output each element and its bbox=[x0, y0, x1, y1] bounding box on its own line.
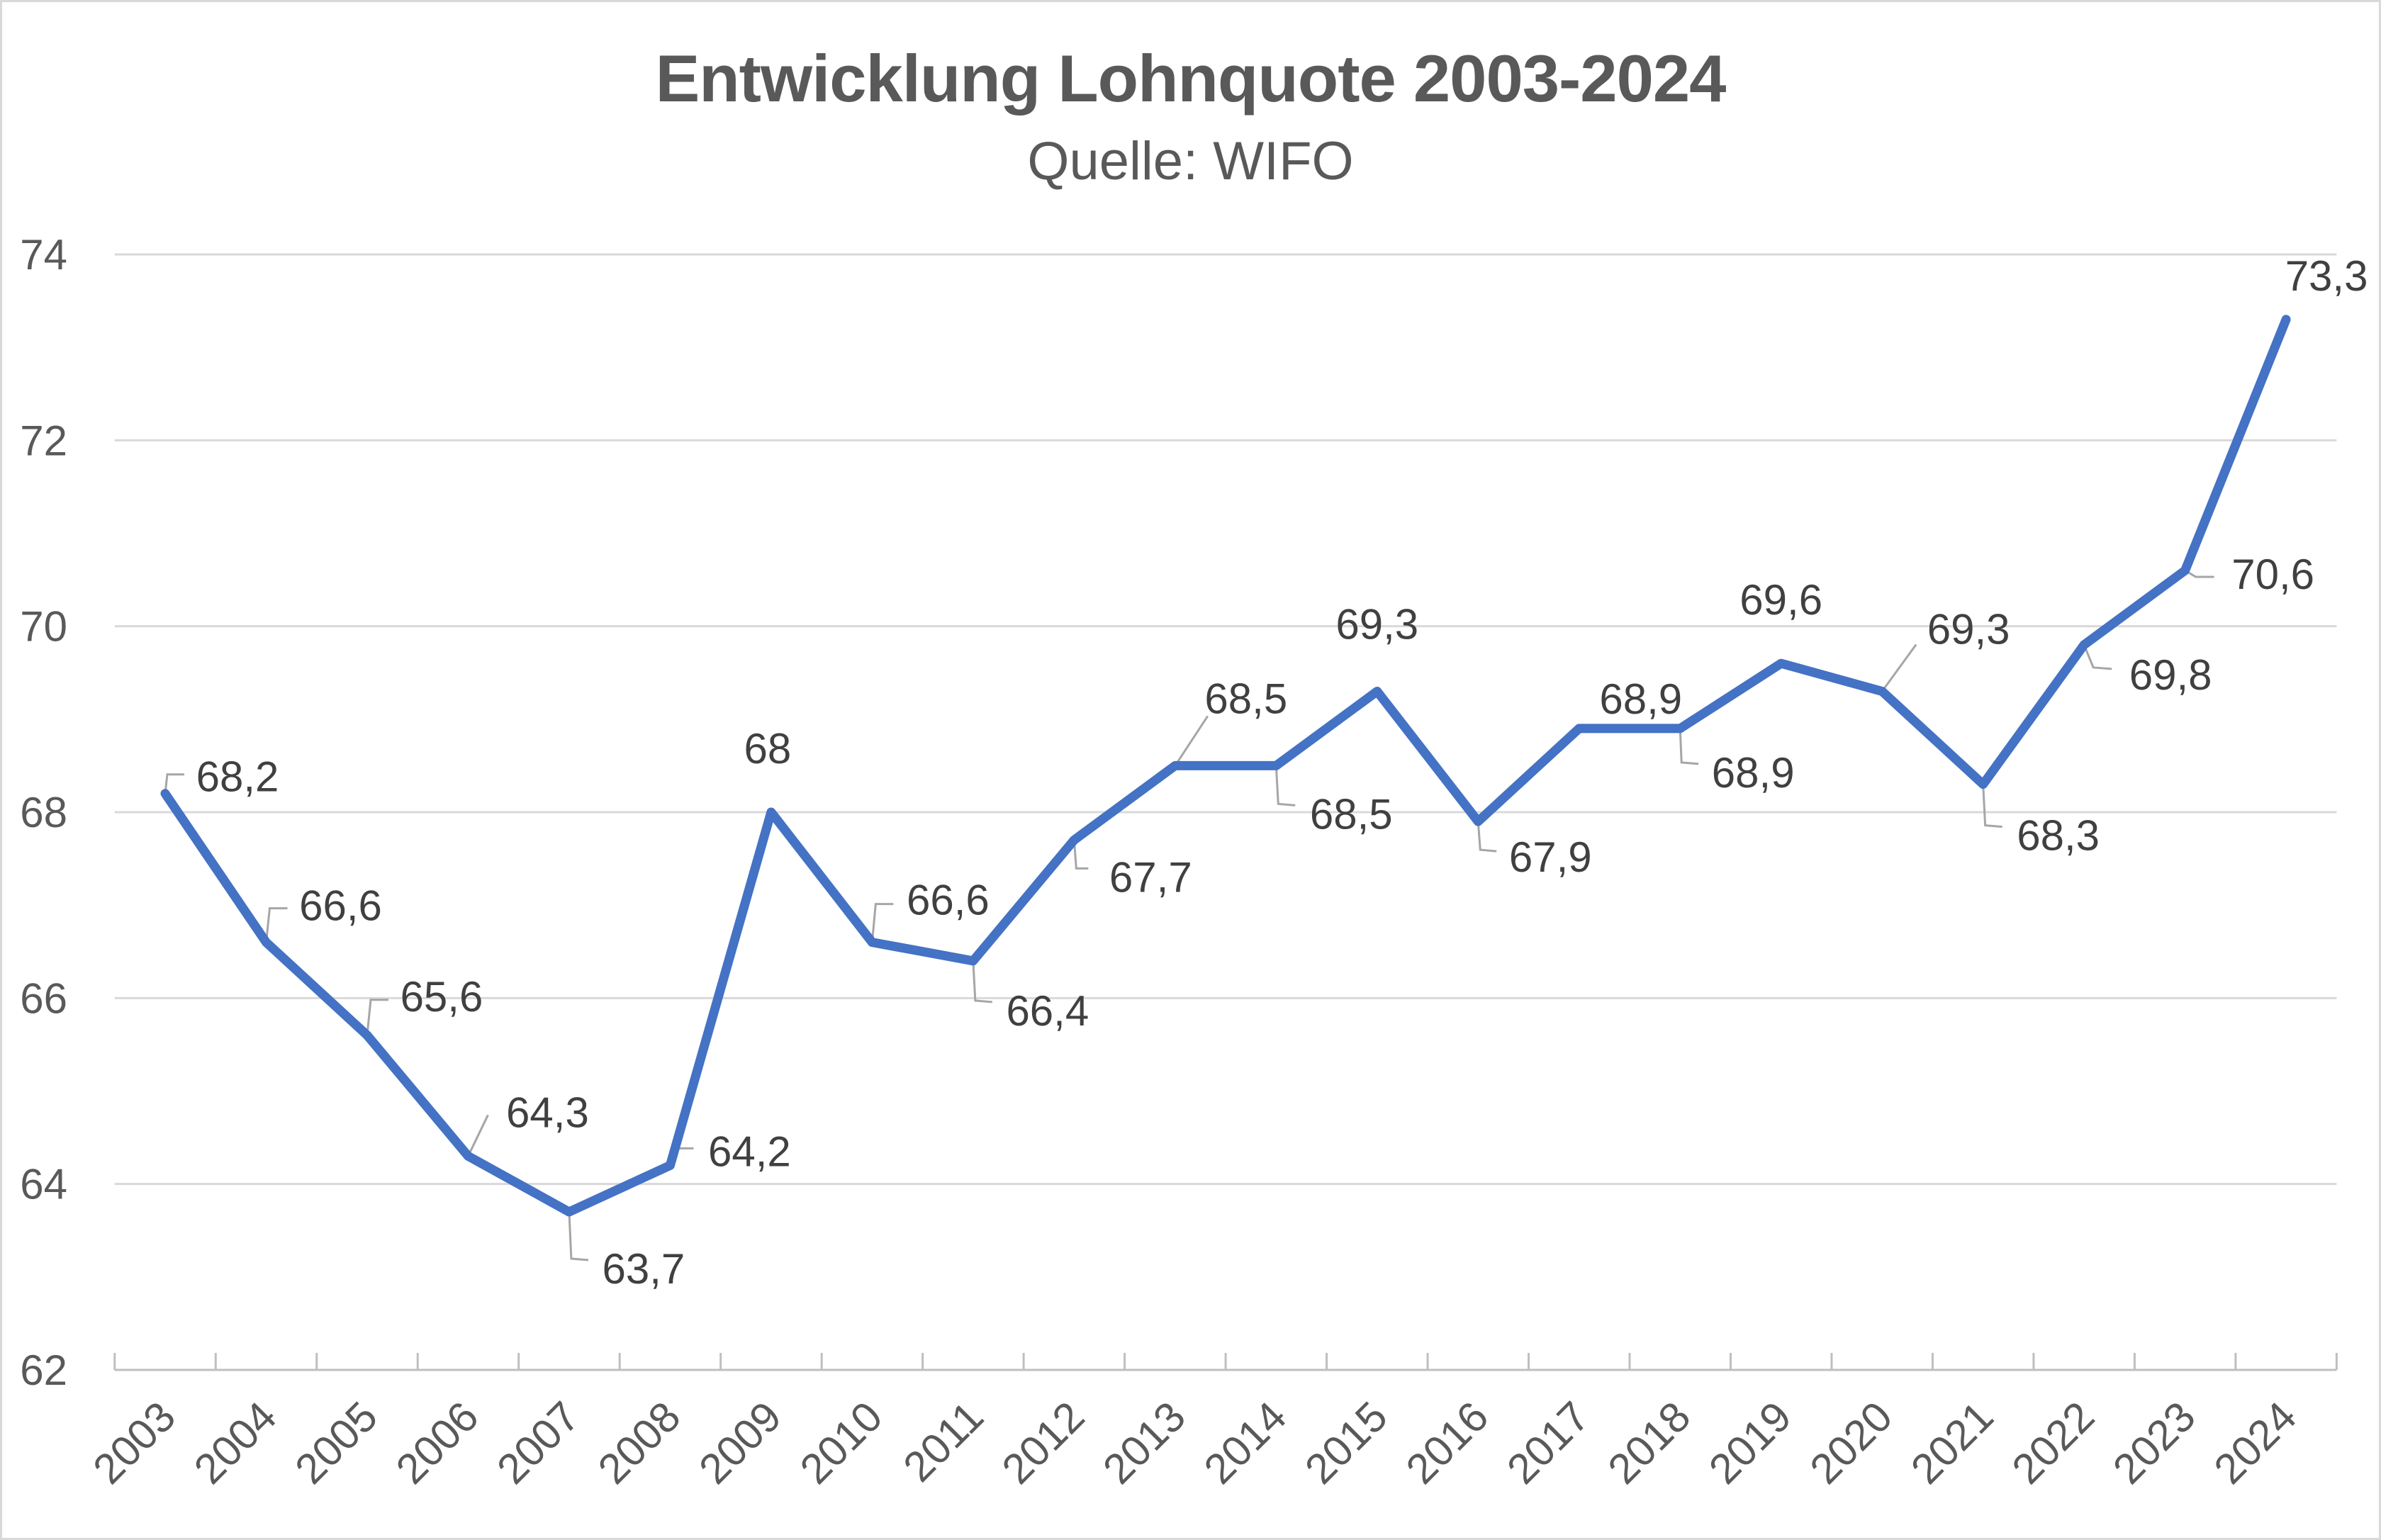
data-label: 68,9 bbox=[1599, 675, 1682, 723]
x-axis-label: 2019 bbox=[1700, 1393, 1800, 1493]
y-axis-label: 72 bbox=[20, 417, 67, 464]
data-label: 67,9 bbox=[1509, 833, 1592, 881]
data-label-leader-line bbox=[164, 773, 184, 794]
x-axis-label: 2021 bbox=[1902, 1393, 2002, 1493]
x-axis-label: 2004 bbox=[185, 1393, 286, 1493]
x-axis-label: 2007 bbox=[488, 1393, 588, 1493]
data-label: 69,3 bbox=[1335, 600, 1418, 648]
y-axis-label: 68 bbox=[20, 789, 67, 836]
y-axis-label: 62 bbox=[20, 1347, 67, 1394]
y-axis-label: 64 bbox=[20, 1161, 67, 1208]
chart-title: Entwicklung Lohnquote 2003-2024 bbox=[655, 41, 1727, 116]
y-axis-label: 66 bbox=[20, 974, 67, 1022]
data-label-leader-line bbox=[467, 1114, 489, 1157]
x-axis-label: 2013 bbox=[1094, 1393, 1194, 1493]
data-label: 73,3 bbox=[2285, 252, 2368, 300]
data-label: 66,6 bbox=[907, 877, 990, 924]
series-line bbox=[160, 315, 2291, 1217]
data-label: 69,3 bbox=[1927, 605, 2010, 653]
x-axis-label: 2015 bbox=[1296, 1393, 1396, 1493]
data-label-leader-line bbox=[972, 960, 992, 1004]
x-axis-label: 2024 bbox=[2205, 1393, 2306, 1493]
x-axis-label: 2003 bbox=[84, 1393, 184, 1493]
data-label: 68,9 bbox=[1712, 749, 1795, 797]
x-axis-label: 2017 bbox=[1498, 1393, 1598, 1493]
data-label-leader-line bbox=[870, 903, 894, 943]
x-axis-label: 2022 bbox=[2003, 1393, 2104, 1493]
data-label: 64,2 bbox=[708, 1128, 791, 1175]
data-label: 68,5 bbox=[1204, 675, 1287, 722]
data-label: 67,7 bbox=[1109, 853, 1192, 901]
x-axis-label: 2016 bbox=[1397, 1393, 1498, 1493]
data-label-leader-line bbox=[1072, 840, 1089, 870]
data-label-leader-line bbox=[1174, 715, 1209, 767]
data-label-leader-line bbox=[1881, 643, 1917, 692]
data-label: 63,7 bbox=[603, 1245, 685, 1293]
x-axis-label: 2010 bbox=[791, 1393, 892, 1493]
x-axis-label: 2005 bbox=[286, 1393, 386, 1493]
x-axis-label: 2014 bbox=[1195, 1393, 1296, 1493]
y-axis-label: 74 bbox=[20, 231, 67, 279]
x-axis-label: 2018 bbox=[1599, 1393, 1700, 1493]
chart-subtitle: Quelle: WIFO bbox=[1027, 131, 1354, 191]
data-label: 68,5 bbox=[1310, 790, 1393, 838]
x-axis-label: 2023 bbox=[2104, 1393, 2204, 1493]
data-label-leader-line bbox=[2083, 644, 2112, 670]
x-axis-label: 2012 bbox=[993, 1393, 1094, 1493]
data-label-leader-line bbox=[1274, 765, 1296, 806]
y-axis-label: 70 bbox=[20, 603, 67, 651]
data-label-leader-line bbox=[1982, 784, 2002, 828]
x-axis-label: 2008 bbox=[589, 1393, 690, 1493]
data-label: 68 bbox=[744, 725, 792, 772]
data-label-leader-line bbox=[1679, 728, 1699, 765]
x-axis-label: 2011 bbox=[894, 1393, 992, 1491]
data-label-leader-line bbox=[264, 907, 288, 943]
data-label: 66,4 bbox=[1006, 987, 1089, 1035]
data-label: 69,6 bbox=[1739, 576, 1822, 624]
data-label-leader-line bbox=[568, 1211, 589, 1261]
data-label-leader-line bbox=[1477, 821, 1497, 853]
x-axis-label: 2006 bbox=[387, 1393, 488, 1493]
data-label: 68,2 bbox=[196, 753, 279, 801]
x-axis-label: 2020 bbox=[1801, 1393, 1902, 1493]
data-label: 64,3 bbox=[506, 1089, 589, 1136]
data-label-leader-line bbox=[366, 999, 388, 1035]
data-label: 70,6 bbox=[2231, 551, 2314, 598]
data-label: 68,3 bbox=[2017, 812, 2100, 860]
data-label: 66,6 bbox=[299, 882, 382, 930]
x-axis-label: 2009 bbox=[690, 1393, 790, 1493]
data-label: 69,8 bbox=[2129, 651, 2212, 699]
data-label: 65,6 bbox=[400, 973, 483, 1021]
